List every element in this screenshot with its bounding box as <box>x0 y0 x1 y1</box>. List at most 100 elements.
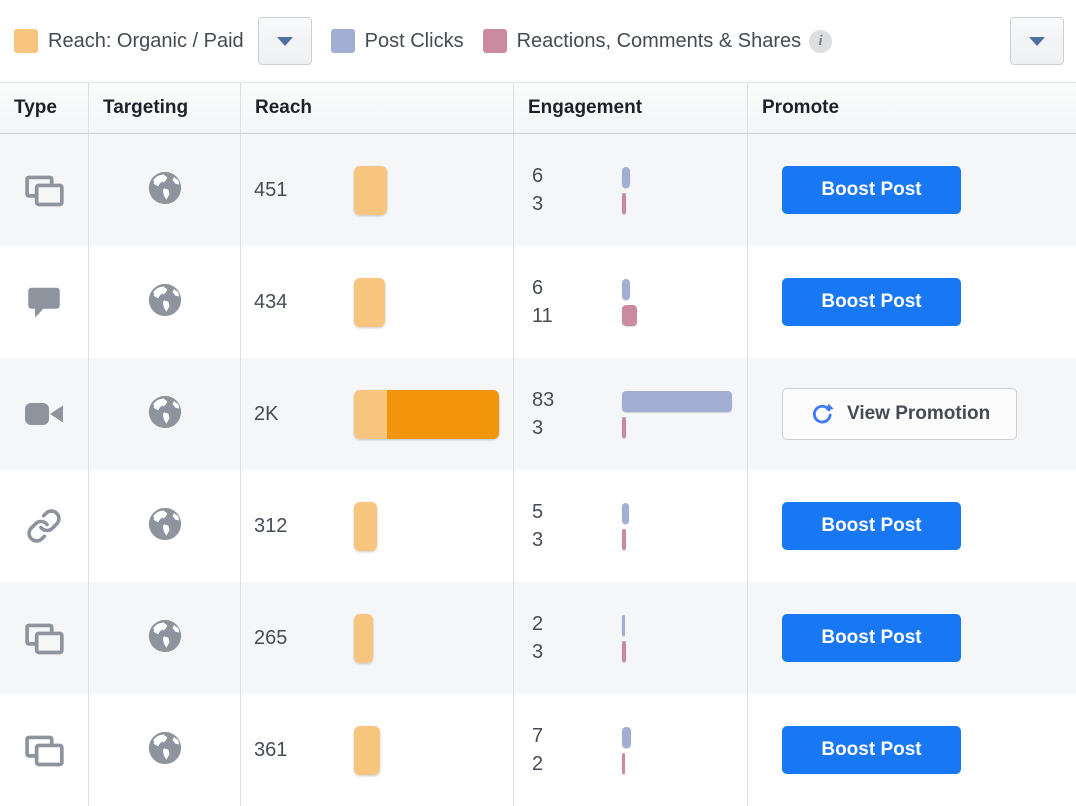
engagement-cell: 83 3 <box>513 358 747 470</box>
reactions-bar <box>622 752 625 774</box>
post-type-cell <box>0 358 88 470</box>
promote-button-label: Boost Post <box>821 291 922 312</box>
reach-value: 361 <box>254 738 288 761</box>
reach-metric-dropdown[interactable] <box>257 17 312 65</box>
boost-post-button[interactable]: Boost Post <box>782 278 961 326</box>
column-header-targeting: Targeting <box>88 83 240 133</box>
boost-post-button[interactable]: Boost Post <box>782 502 961 550</box>
reach-cell: 2K <box>240 358 513 470</box>
post-clicks-bar <box>622 614 625 636</box>
globe-icon <box>146 729 184 772</box>
boost-post-button[interactable]: Boost Post <box>782 614 961 662</box>
refresh-icon <box>809 401 835 427</box>
table-row: 451 6 3 <box>0 134 1076 246</box>
reach-value: 2K <box>254 402 279 425</box>
targeting-cell <box>88 694 240 806</box>
reactions-bar <box>622 304 637 326</box>
column-header-type: Type <box>14 97 57 118</box>
reach-bar <box>354 389 499 439</box>
post-type-cell <box>0 582 88 694</box>
post-type-cell <box>0 470 88 582</box>
reach-cell: 434 <box>240 246 513 358</box>
column-header-engagement: Engagement <box>513 83 747 133</box>
table-body: 451 6 3 <box>0 134 1076 806</box>
reach-cell: 265 <box>240 582 513 694</box>
reach-cell: 312 <box>240 470 513 582</box>
table-row: 434 6 11 <box>0 246 1076 358</box>
reactions-value: 3 <box>532 193 544 215</box>
reach-paid-segment <box>387 389 499 439</box>
reach-organic-segment <box>354 501 377 551</box>
boost-post-button[interactable]: Boost Post <box>782 166 961 214</box>
reach-value: 451 <box>254 178 288 201</box>
targeting-cell <box>88 358 240 470</box>
album-post-icon <box>24 734 64 767</box>
promote-button-label: Boost Post <box>821 179 922 200</box>
link-post-icon <box>26 508 62 544</box>
reach-bar <box>354 165 387 215</box>
reach-bar <box>354 501 377 551</box>
reach-bar <box>354 613 373 663</box>
promote-button-label: Boost Post <box>821 739 922 760</box>
table-header: Type Targeting Reach Engagement Promote <box>0 82 1076 134</box>
globe-icon <box>146 281 184 324</box>
targeting-cell <box>88 246 240 358</box>
post-clicks-value: 2 <box>532 613 544 635</box>
reach-organic-segment <box>354 389 387 439</box>
reach-bar <box>354 277 385 327</box>
reactions-value: 3 <box>532 641 544 663</box>
globe-icon <box>146 505 184 548</box>
post-clicks-value: 6 <box>532 277 544 299</box>
reach-legend-swatch <box>14 29 38 53</box>
post-clicks-value: 7 <box>532 725 544 747</box>
targeting-cell <box>88 470 240 582</box>
reach-organic-segment <box>354 277 385 327</box>
post-clicks-value: 83 <box>532 389 555 411</box>
post-clicks-bar <box>622 278 630 300</box>
engagement-cell: 5 3 <box>513 470 747 582</box>
chevron-down-icon <box>276 36 293 46</box>
reach-cell: 361 <box>240 694 513 806</box>
globe-icon <box>146 393 184 436</box>
promote-cell: Boost Post <box>747 246 1076 358</box>
reactions-bar <box>622 528 626 550</box>
promote-cell: Boost Post <box>747 582 1076 694</box>
view-promotion-button[interactable]: View Promotion <box>782 388 1018 440</box>
column-header-promote: Promote <box>747 83 1076 133</box>
chart-legend: Reach: Organic / Paid Post Clicks Reacti… <box>0 0 1076 82</box>
reactions-bar <box>622 416 626 438</box>
reactions-value: 3 <box>532 529 544 551</box>
table-row: 2K 83 3 <box>0 358 1076 470</box>
reactions-bar <box>622 192 626 214</box>
reach-organic-segment <box>354 613 373 663</box>
post-clicks-bar <box>622 166 630 188</box>
promote-button-label: Boost Post <box>821 515 922 536</box>
reach-legend-label: Reach: Organic / Paid <box>48 29 244 52</box>
album-post-icon <box>24 622 64 655</box>
promote-button-label: Boost Post <box>821 627 922 648</box>
status-post-icon <box>26 285 62 319</box>
promote-cell: Boost Post <box>747 694 1076 806</box>
post-type-cell <box>0 694 88 806</box>
post-clicks-value: 6 <box>532 165 544 187</box>
reactions-value: 3 <box>532 417 544 439</box>
engagement-cell: 2 3 <box>513 582 747 694</box>
video-post-icon <box>24 401 64 427</box>
globe-icon <box>146 169 184 212</box>
engagement-metric-dropdown[interactable] <box>1010 17 1064 65</box>
table-row: 265 2 3 <box>0 582 1076 694</box>
post-clicks-bar <box>622 726 631 748</box>
reach-cell: 451 <box>240 134 513 246</box>
info-icon[interactable]: i <box>809 29 833 53</box>
reach-value: 434 <box>254 290 288 313</box>
reactions-value: 2 <box>532 753 544 775</box>
post-clicks-legend-label: Post Clicks <box>364 29 464 52</box>
reach-organic-segment <box>354 165 387 215</box>
table-row: 361 7 2 <box>0 694 1076 806</box>
boost-post-button[interactable]: Boost Post <box>782 726 961 774</box>
post-clicks-value: 5 <box>532 501 544 523</box>
reactions-bar <box>622 640 626 662</box>
engagement-cell: 6 11 <box>513 246 747 358</box>
post-type-cell <box>0 246 88 358</box>
targeting-cell <box>88 582 240 694</box>
